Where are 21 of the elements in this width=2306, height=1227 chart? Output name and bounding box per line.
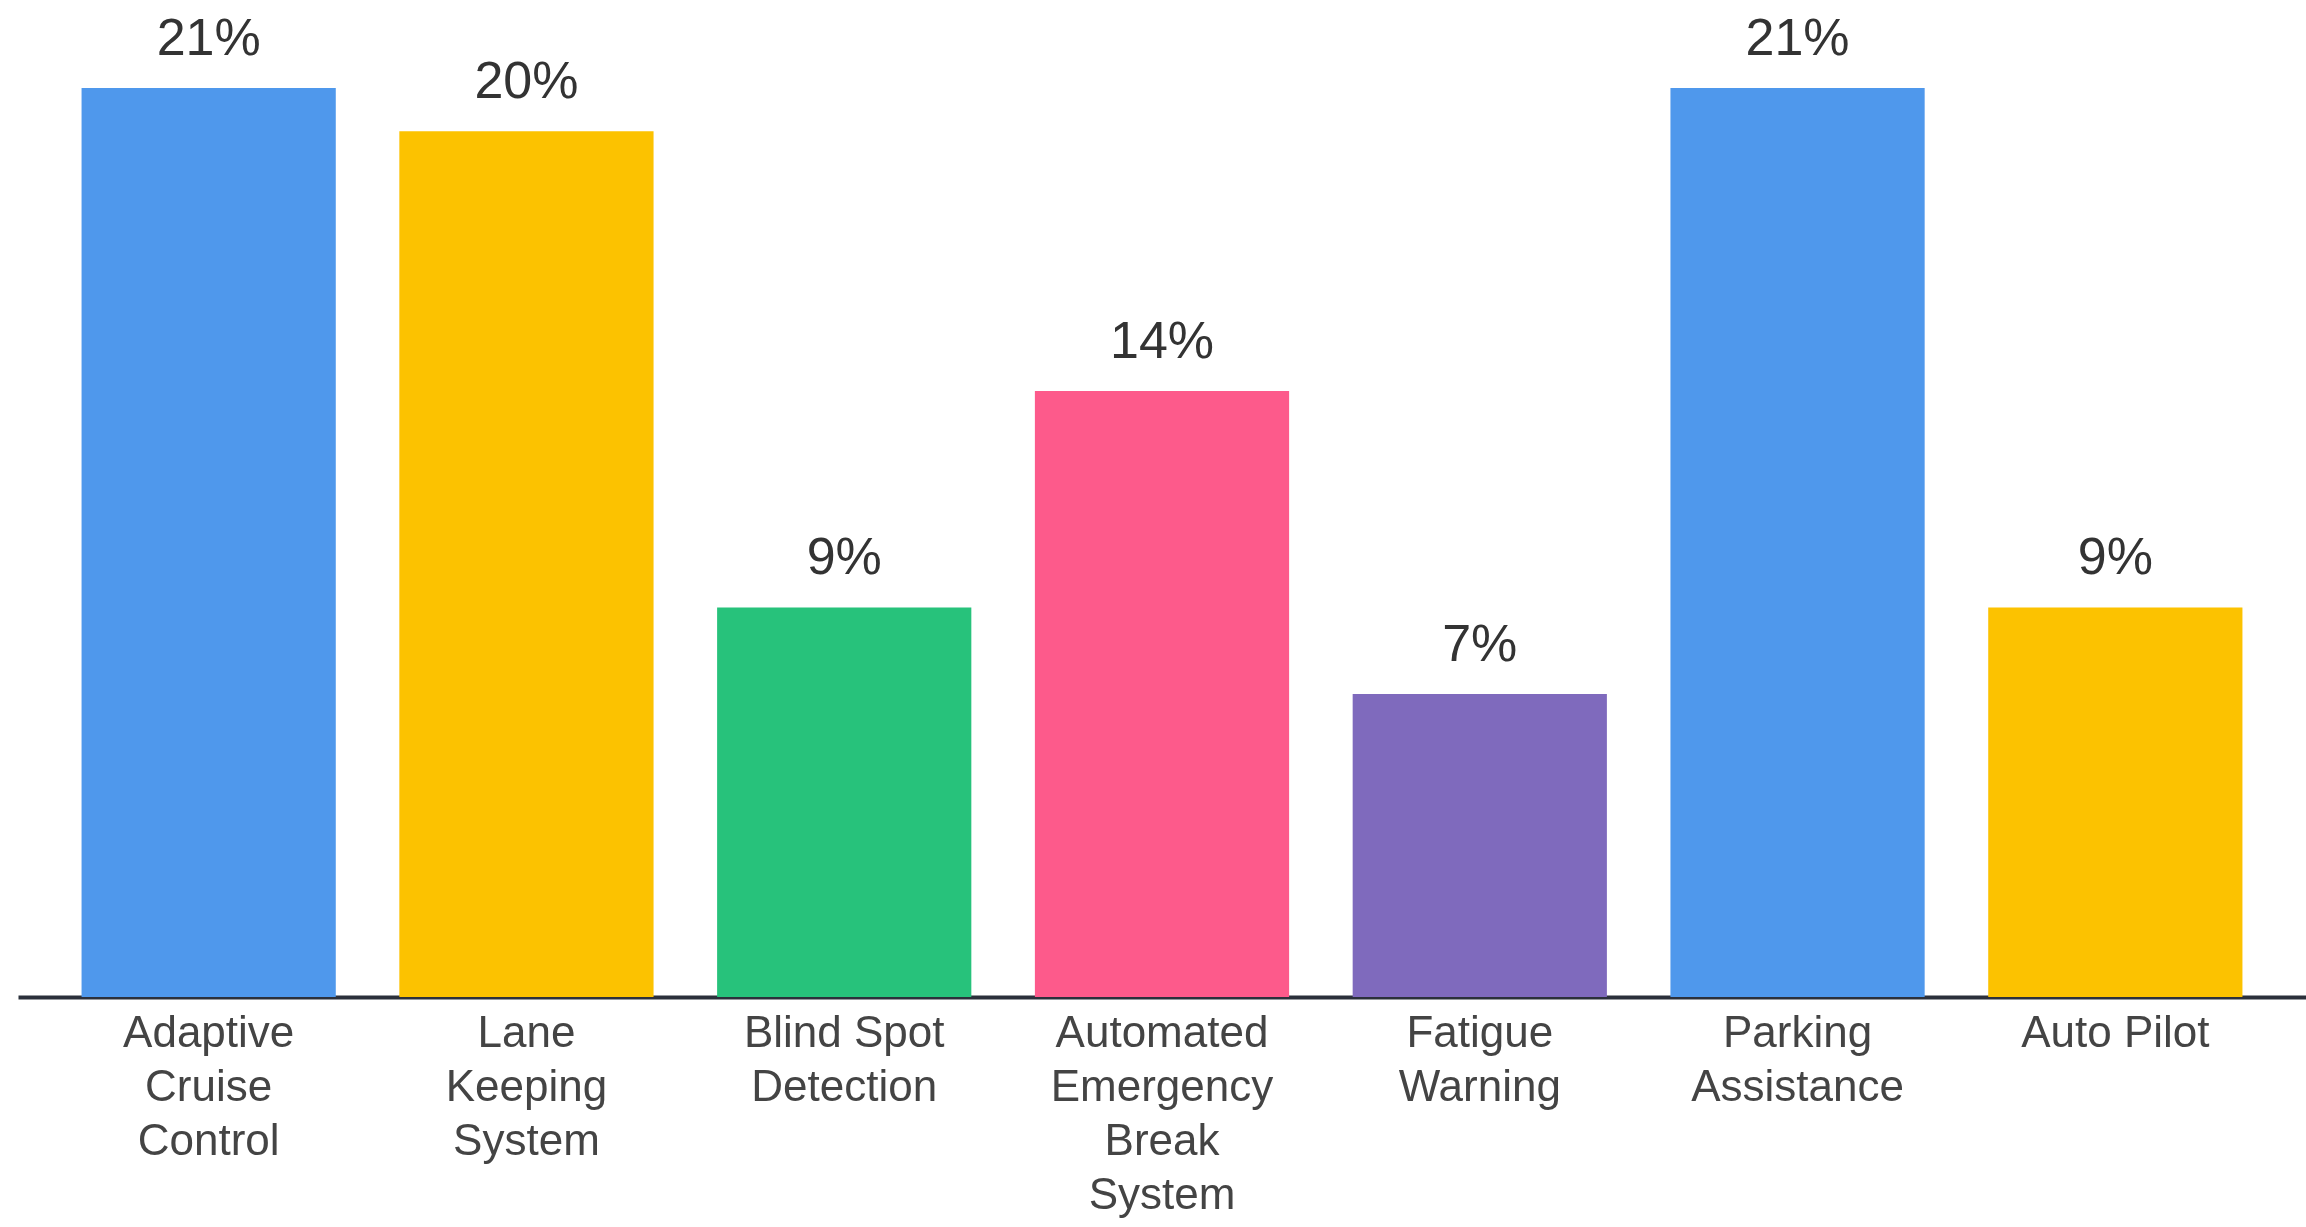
bar: [1988, 607, 2243, 997]
data-label: 20%: [474, 51, 579, 110]
x-tick-label: Lane Keeping System: [445, 1006, 608, 1164]
x-tick-label: Parking Assistance: [1691, 1006, 1904, 1110]
data-label: 7%: [1442, 614, 1518, 672]
data-label: 21%: [156, 8, 261, 66]
data-label: 9%: [2077, 527, 2153, 586]
data-label: 14%: [1109, 311, 1215, 369]
data-label: 9%: [806, 527, 882, 586]
x-tick-label: Adaptive Cruise Control: [123, 1006, 295, 1164]
bar: [399, 131, 654, 997]
bar: [1670, 88, 1925, 997]
x-tick-label: Fatigue Warning: [1398, 1006, 1561, 1110]
bar: [1034, 391, 1290, 997]
x-tick-label: Automated Emergency Break System: [1050, 1006, 1274, 1218]
data-label: 21%: [1745, 8, 1850, 66]
x-tick-label: Auto Pilot: [2021, 1006, 2210, 1056]
bar: [1352, 694, 1607, 997]
bar: [81, 88, 336, 997]
x-tick-label: Blind Spot Detection: [743, 1006, 945, 1110]
bar: [717, 607, 972, 997]
